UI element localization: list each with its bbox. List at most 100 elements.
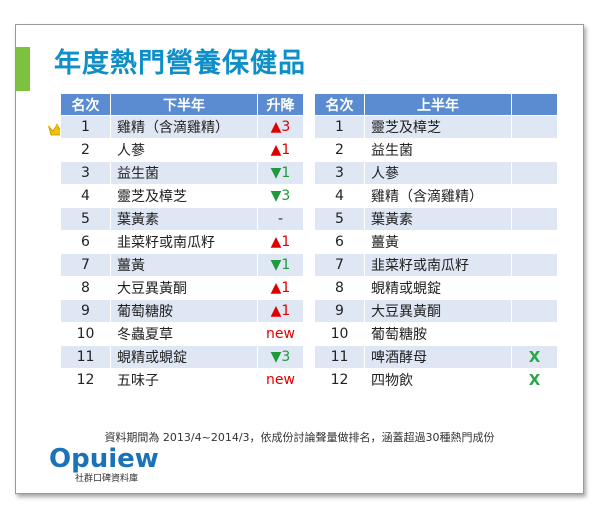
- rank-cell: 8: [60, 276, 111, 300]
- accent-bar: [16, 47, 30, 91]
- item-name-cell: 大豆異黃酮: [110, 276, 258, 300]
- table-row: 8 蜆精或蜆錠: [314, 276, 558, 300]
- table-row: 6 薑黃: [314, 230, 558, 254]
- item-name-cell: 冬蟲夏草: [110, 322, 258, 346]
- rank-cell: 12: [314, 368, 365, 392]
- item-name-cell: 人蔘: [110, 138, 258, 162]
- rank-cell: 1: [60, 115, 111, 139]
- item-name-cell: 葉黃素: [364, 207, 512, 231]
- rank-cell: 11: [60, 345, 111, 369]
- col-header-first-half: 上半年: [364, 93, 512, 116]
- table-row: 5 葉黃素 -: [60, 207, 304, 231]
- table-row: 3 益生菌 ▼1: [60, 161, 304, 185]
- rank-cell: 4: [314, 184, 365, 208]
- item-name-cell: 益生菌: [364, 138, 512, 162]
- footnote: 資料期間為 2013/4~2014/3，依成份討論聲量做排名，涵蓋超過30種熱門…: [104, 431, 495, 444]
- rank-change-cell: new: [257, 368, 304, 392]
- rank-cell: 2: [60, 138, 111, 162]
- item-name-cell: 五味子: [110, 368, 258, 392]
- second-half-ranking-table: 名次 下半年 升降 1 雞精（含滴雞精） ▲3 2 人蔘 ▲1 3 益生菌 ▼1 4 靈芝及樟芝 ▼3…: [60, 93, 304, 392]
- mark-cell: [511, 138, 558, 162]
- col-header-rank: 名次: [314, 93, 365, 116]
- mark-cell: X: [511, 345, 558, 369]
- mark-cell: [511, 184, 558, 208]
- rank-cell: 1: [314, 115, 365, 139]
- mark-cell: X: [511, 368, 558, 392]
- table-row: 4 雞精（含滴雞精）: [314, 184, 558, 208]
- table-row: 1 靈芝及樟芝: [314, 115, 558, 139]
- item-name-cell: 大豆異黃酮: [364, 299, 512, 323]
- item-name-cell: 啤酒酵母: [364, 345, 512, 369]
- table-row: 8 大豆異黃酮 ▲1: [60, 276, 304, 300]
- rank-cell: 6: [314, 230, 365, 254]
- page-title: 年度熱門營養保健品: [54, 48, 306, 79]
- mark-cell: [511, 276, 558, 300]
- table-row: 3 人蔘: [314, 161, 558, 185]
- rank-cell: 7: [314, 253, 365, 277]
- rank-change-cell: ▲1: [257, 276, 304, 300]
- table-row: 6 韭菜籽或南瓜籽 ▲1: [60, 230, 304, 254]
- item-name-cell: 韭菜籽或南瓜籽: [110, 230, 258, 254]
- rank-cell: 9: [60, 299, 111, 323]
- rank-change-cell: ▼3: [257, 345, 304, 369]
- table-header-row: 名次 下半年 升降: [60, 93, 304, 116]
- rank-cell: 3: [60, 161, 111, 185]
- table-row: 10 冬蟲夏草 new: [60, 322, 304, 346]
- rank-cell: 5: [314, 207, 365, 231]
- item-name-cell: 韭菜籽或南瓜籽: [364, 253, 512, 277]
- logo-wordmark: Opuiew: [49, 444, 159, 474]
- rank-change-cell: ▼3: [257, 184, 304, 208]
- table-row: 7 韭菜籽或南瓜籽: [314, 253, 558, 277]
- table-row: 2 益生菌: [314, 138, 558, 162]
- rank-cell: 9: [314, 299, 365, 323]
- first-half-ranking-table: 名次 上半年 1 靈芝及樟芝 2 益生菌 3 人蔘 4 雞精（含滴雞精） 5 葉黃素 6 薑黃 7 韭菜籽…: [314, 93, 558, 392]
- table-row: 12 五味子 new: [60, 368, 304, 392]
- rank-cell: 7: [60, 253, 111, 277]
- table-row: 1 雞精（含滴雞精） ▲3: [60, 115, 304, 139]
- table-row: 9 葡萄糖胺 ▲1: [60, 299, 304, 323]
- col-header-change: 升降: [257, 93, 304, 116]
- table-row: 5 葉黃素: [314, 207, 558, 231]
- rank-change-cell: ▼1: [257, 253, 304, 277]
- rank-cell: 11: [314, 345, 365, 369]
- mark-cell: [511, 207, 558, 231]
- table-row: 12 四物飲 X: [314, 368, 558, 392]
- table-row: 11 啤酒酵母 X: [314, 345, 558, 369]
- item-name-cell: 薑黃: [110, 253, 258, 277]
- item-name-cell: 益生菌: [110, 161, 258, 185]
- mark-cell: [511, 322, 558, 346]
- item-name-cell: 葉黃素: [110, 207, 258, 231]
- logo-subtitle: 社群口碑資料庫: [75, 474, 139, 484]
- rank-cell: 10: [314, 322, 365, 346]
- item-name-cell: 薑黃: [364, 230, 512, 254]
- item-name-cell: 靈芝及樟芝: [110, 184, 258, 208]
- rank-change-cell: ▼1: [257, 161, 304, 185]
- item-name-cell: 雞精（含滴雞精）: [364, 184, 512, 208]
- rank-cell: 8: [314, 276, 365, 300]
- col-header-mark: [511, 93, 558, 116]
- mark-cell: [511, 115, 558, 139]
- item-name-cell: 人蔘: [364, 161, 512, 185]
- rank-cell: 3: [314, 161, 365, 185]
- rank-change-cell: new: [257, 322, 304, 346]
- rank-cell: 10: [60, 322, 111, 346]
- rank-change-cell: -: [257, 207, 304, 231]
- rank-cell: 5: [60, 207, 111, 231]
- item-name-cell: 蜆精或蜆錠: [110, 345, 258, 369]
- table-row: 9 大豆異黃酮: [314, 299, 558, 323]
- rank-cell: 2: [314, 138, 365, 162]
- table-row: 10 葡萄糖胺: [314, 322, 558, 346]
- item-name-cell: 葡萄糖胺: [110, 299, 258, 323]
- rank-change-cell: ▲1: [257, 230, 304, 254]
- mark-cell: [511, 299, 558, 323]
- rank-change-cell: ▲1: [257, 299, 304, 323]
- item-name-cell: 靈芝及樟芝: [364, 115, 512, 139]
- mark-cell: [511, 230, 558, 254]
- col-header-rank: 名次: [60, 93, 111, 116]
- item-name-cell: 四物飲: [364, 368, 512, 392]
- mark-cell: [511, 161, 558, 185]
- dropped-mark: X: [528, 371, 541, 389]
- rank-change-cell: ▲1: [257, 138, 304, 162]
- rank-cell: 6: [60, 230, 111, 254]
- item-name-cell: 蜆精或蜆錠: [364, 276, 512, 300]
